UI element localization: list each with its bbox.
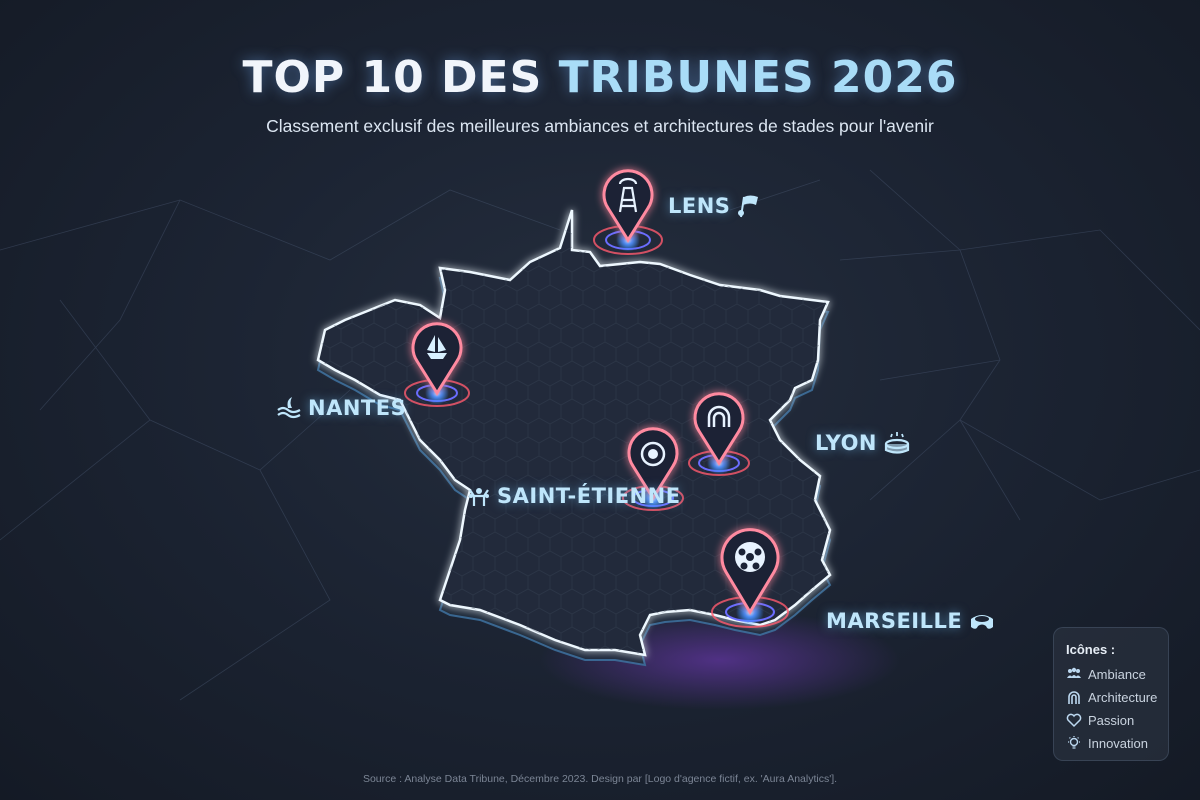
pin-lyon[interactable] xyxy=(688,392,750,476)
stadium-bowl-icon xyxy=(971,615,994,629)
cheering-crowd-icon xyxy=(469,488,489,506)
legend-item-ambiance: Ambiance xyxy=(1066,666,1146,682)
city-label-lyon[interactable]: LYON xyxy=(815,431,911,455)
city-name: SAINT-ÉTIENNE xyxy=(497,484,681,508)
flag-icon xyxy=(738,195,759,218)
arch-icon xyxy=(707,405,731,427)
city-name: LYON xyxy=(815,431,877,455)
legend-title: Icônes : xyxy=(1066,642,1116,657)
mine-headframe-icon xyxy=(618,177,638,213)
city-label-saint-etienne[interactable]: SAINT-ÉTIENNE xyxy=(467,484,681,508)
arch-icon xyxy=(1068,691,1080,704)
city-name: MARSEILLE xyxy=(826,609,963,633)
pin-saint-etienne[interactable] xyxy=(622,427,684,511)
legend-label: Innovation xyxy=(1088,735,1148,751)
legend-item-passion: Passion xyxy=(1066,712,1134,728)
pin-nantes[interactable] xyxy=(404,322,470,407)
legend-label: Passion xyxy=(1088,712,1135,728)
page-title: TOP 10 DES TRIBUNES 2026 xyxy=(0,52,1200,103)
title-part1: TOP 10 DES xyxy=(242,52,559,103)
legend-item-architecture: Architecture xyxy=(1066,689,1157,705)
city-name: NANTES xyxy=(308,396,407,420)
page-subtitle: Classement exclusif des meilleures ambia… xyxy=(266,116,934,136)
legend-item-innovation: Innovation xyxy=(1066,735,1148,751)
legend-label: Architecture xyxy=(1088,689,1158,705)
city-label-nantes[interactable]: NANTES xyxy=(276,396,406,420)
lion-icon xyxy=(640,441,666,467)
stadium-icon xyxy=(884,432,910,454)
waves-icon xyxy=(277,397,301,419)
people-icon xyxy=(1067,667,1081,678)
city-name: LENS xyxy=(668,194,731,218)
city-label-lens[interactable]: LENS xyxy=(668,193,760,219)
source-footnote: Source : Analyse Data Tribune, Décembre … xyxy=(362,773,838,785)
city-label-marseille[interactable]: MARSEILLE xyxy=(826,609,996,633)
legend: Icônes : Ambiance Architecture Passion I… xyxy=(1053,627,1169,761)
ship-icon xyxy=(427,335,447,359)
lightbulb-icon xyxy=(1068,736,1080,749)
legend-label: Ambiance xyxy=(1088,666,1146,682)
heart-icon xyxy=(1066,713,1082,728)
pin-marseille[interactable] xyxy=(711,528,789,628)
pin-lens[interactable] xyxy=(593,169,663,255)
title-highlight: TRIBUNES 2026 xyxy=(558,52,958,103)
